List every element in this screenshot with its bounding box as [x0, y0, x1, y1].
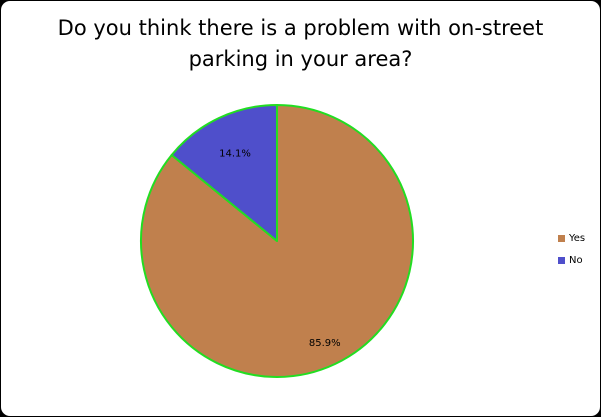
- legend-swatch-yes: [558, 234, 565, 242]
- pie-slice-no: [170, 104, 278, 242]
- legend-label-no: No: [569, 254, 583, 266]
- legend-swatch-no: [558, 256, 565, 264]
- data-label-no: 14.1%: [219, 149, 251, 160]
- chart-legend: Yes No: [558, 227, 585, 271]
- data-label-yes: 85.9%: [309, 338, 341, 349]
- chart-title-line-1: Do you think there is a problem with on-…: [57, 16, 544, 40]
- legend-item-yes: Yes: [558, 227, 585, 249]
- chart-title: Do you think there is a problem with on-…: [1, 13, 600, 75]
- legend-label-yes: Yes: [569, 232, 586, 244]
- chart-title-line-2: parking in your area?: [188, 47, 413, 71]
- legend-item-no: No: [558, 249, 585, 271]
